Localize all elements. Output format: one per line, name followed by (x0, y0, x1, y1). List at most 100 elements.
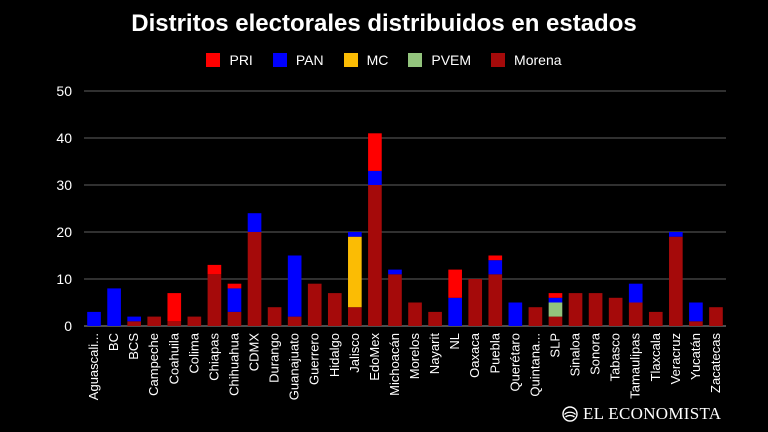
bar-pri-7 (227, 283, 242, 289)
bar-morena-16 (408, 302, 422, 326)
x-tick-label-9: Durango (267, 333, 282, 383)
bar-morena-12 (327, 293, 342, 326)
bar-pan-20 (488, 260, 503, 275)
x-tick-label-21: Querétaro (507, 333, 522, 392)
bar-morena-27 (628, 302, 643, 326)
legend-swatch-mc (343, 53, 358, 67)
y-tick-label-50: 50 (56, 83, 72, 99)
bar-morena-10 (287, 316, 302, 326)
legend-label-pvem: PVEM (431, 52, 472, 68)
x-tick-label-23: SLP (547, 333, 562, 358)
legend-item-mc: MC (343, 52, 389, 68)
bar-morena-31 (709, 307, 723, 326)
legend-swatch-pan (272, 53, 287, 67)
x-tick-label-28: Tlaxcala (648, 332, 663, 381)
bar-pan-1 (107, 288, 121, 326)
legend-item-pri: PRI (206, 52, 253, 68)
bar-pan-7 (227, 288, 242, 312)
x-tick-label-30: Yucatán (688, 333, 703, 380)
bar-pri-18 (448, 269, 462, 298)
bar-pan-27 (628, 283, 643, 303)
legend-swatch-pvem (408, 53, 423, 67)
y-tick-label-0: 0 (64, 318, 72, 334)
legend-label-pri: PRI (229, 52, 253, 68)
x-tick-label-19: Oaxaca (467, 332, 482, 378)
x-tick-label-20: Puebla (487, 332, 502, 373)
x-tick-label-29: Veracruz (668, 333, 683, 384)
x-tick-label-15: Michoacán (387, 333, 402, 396)
bar-morena-15 (388, 274, 402, 326)
bar-morena-14 (368, 185, 382, 326)
bar-pri-23 (548, 293, 563, 298)
bar-pan-21 (508, 302, 523, 326)
bar-morena-29 (669, 236, 683, 326)
legend-swatch-pri (206, 53, 221, 67)
y-tick-label-20: 20 (56, 224, 72, 240)
x-tick-label-14: EdoMex (367, 333, 382, 381)
bar-morena-25 (588, 293, 603, 326)
globe-icon (562, 406, 578, 422)
bar-pan-8 (247, 213, 262, 232)
bar-pri-20 (488, 255, 503, 261)
bar-morena-9 (267, 307, 282, 326)
x-tick-label-31: Zacatecas (708, 333, 723, 393)
x-tick-label-18: NL (447, 333, 462, 350)
bar-pan-15 (388, 269, 402, 275)
x-tick-label-27: Tamaulipas (628, 333, 643, 399)
bar-morena-6 (207, 274, 222, 326)
bar-morena-2 (127, 321, 141, 326)
bar-pan-14 (368, 170, 382, 185)
bar-mc-13 (348, 236, 362, 308)
bar-morena-8 (247, 232, 262, 326)
bar-pan-13 (348, 232, 362, 237)
x-tick-label-25: Sonora (588, 332, 603, 375)
legend-label-morena: Morena (514, 52, 562, 68)
brand-name: EL ECONOMISTA (583, 404, 722, 423)
bar-morena-28 (648, 311, 663, 326)
y-tick-label-30: 30 (56, 177, 72, 193)
bar-morena-13 (348, 307, 362, 326)
x-tick-label-3: Campeche (146, 333, 161, 396)
bar-pri-14 (368, 133, 382, 171)
bar-morena-22 (528, 307, 543, 326)
bar-pan-29 (669, 232, 683, 237)
bar-morena-17 (428, 311, 442, 326)
x-tick-label-10: Guanajuato (287, 333, 302, 400)
x-tick-label-16: Morelos (407, 333, 422, 380)
x-tick-label-2: BCS (126, 333, 141, 360)
bar-morena-5 (187, 316, 202, 326)
x-tick-label-8: CDMX (247, 333, 262, 372)
x-tick-label-11: Guerrero (307, 333, 322, 385)
bar-pan-18 (448, 297, 462, 326)
x-tick-label-1: BC (106, 333, 121, 351)
bar-morena-4 (167, 321, 182, 326)
bar-morena-30 (689, 321, 703, 326)
legend-label-pan: PAN (295, 52, 324, 68)
y-tick-label-10: 10 (56, 271, 72, 287)
x-tick-label-5: Colima (186, 332, 201, 373)
y-tick-label-40: 40 (56, 130, 72, 146)
x-tick-label-24: Sinaloa (568, 332, 583, 376)
bar-pan-30 (689, 302, 703, 322)
bar-morena-11 (307, 283, 322, 326)
brand-logo: EL ECONOMISTA (562, 404, 721, 424)
bar-pvem-23 (548, 302, 563, 317)
x-tick-label-13: Jalisco (347, 333, 362, 373)
legend-swatch-morena (491, 53, 506, 67)
bar-pan-10 (287, 255, 302, 317)
chart-legend: PRI PAN MC PVEM Morena (0, 52, 768, 68)
bar-morena-19 (468, 279, 483, 326)
bar-morena-7 (227, 311, 242, 326)
x-tick-label-0: Aguascali... (86, 333, 101, 400)
x-tick-label-4: Coahuila (166, 332, 181, 384)
legend-label-mc: MC (366, 52, 389, 68)
x-tick-label-22: Quintana... (527, 333, 542, 397)
chart-title: Distritos electorales distribuidos en es… (131, 10, 637, 37)
bar-pan-23 (548, 297, 563, 303)
bar-pan-0 (87, 311, 101, 326)
x-tick-label-26: Tabasco (608, 333, 623, 381)
bar-pan-2 (127, 316, 141, 322)
bar-pri-6 (207, 264, 222, 275)
